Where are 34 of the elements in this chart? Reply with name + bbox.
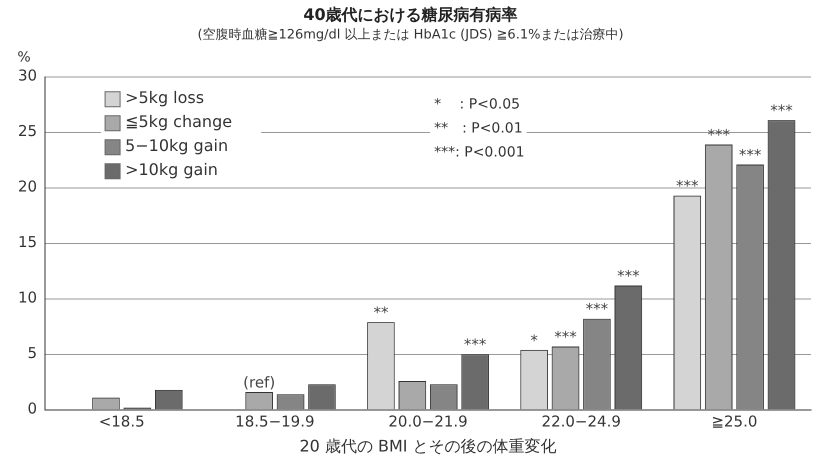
data-label: ***: [707, 126, 730, 144]
annotation: * : P<0.05: [434, 96, 520, 112]
chart-subtitle: (空腹時血糖≧126mg/dl 以上または HbA1c (JDS) ≧6.1%または治療中): [197, 27, 624, 42]
data-label: ***: [770, 101, 794, 120]
data-label: ***: [586, 300, 609, 318]
annotation: ***: P<0.001: [434, 144, 525, 160]
annotation: ** : P<0.01: [434, 120, 523, 136]
x-tick-label: 20.0−21.9: [388, 412, 468, 431]
y-tick-label: 5: [28, 344, 38, 362]
data-label: ***: [676, 176, 700, 195]
y-axis-title: %: [17, 49, 31, 66]
y-tick-label: 10: [18, 288, 38, 307]
legend-label: ≦5kg change: [125, 112, 232, 131]
data-label: ***: [617, 266, 640, 285]
x-tick-label: ≧25.0: [711, 412, 758, 431]
x-axis-title: 20 歳代の BMI とその後の体重変化: [299, 436, 557, 456]
y-tick-label: 15: [18, 233, 38, 252]
data-label: ***: [554, 328, 578, 346]
x-tick-label: 22.0−24.9: [542, 412, 621, 431]
y-tick-label: 25: [18, 122, 38, 140]
data-label: *: [530, 331, 538, 350]
y-tick-label: 0: [28, 400, 38, 418]
data-label: ***: [738, 146, 762, 164]
x-tick-label: <18.5: [98, 412, 145, 431]
legend-label: >5kg loss: [125, 88, 204, 107]
y-tick-label: 20: [18, 178, 38, 196]
data-label: (ref): [243, 373, 276, 392]
data-label: **: [373, 304, 389, 322]
y-tick-label: 30: [18, 66, 38, 85]
data-label: ***: [464, 336, 487, 354]
legend-label: >10kg gain: [125, 160, 218, 179]
legend-label: 5−10kg gain: [125, 136, 228, 155]
chart-title: 40歳代における糖尿病有病率: [303, 4, 518, 24]
x-tick-label: 18.5−19.9: [235, 412, 315, 431]
